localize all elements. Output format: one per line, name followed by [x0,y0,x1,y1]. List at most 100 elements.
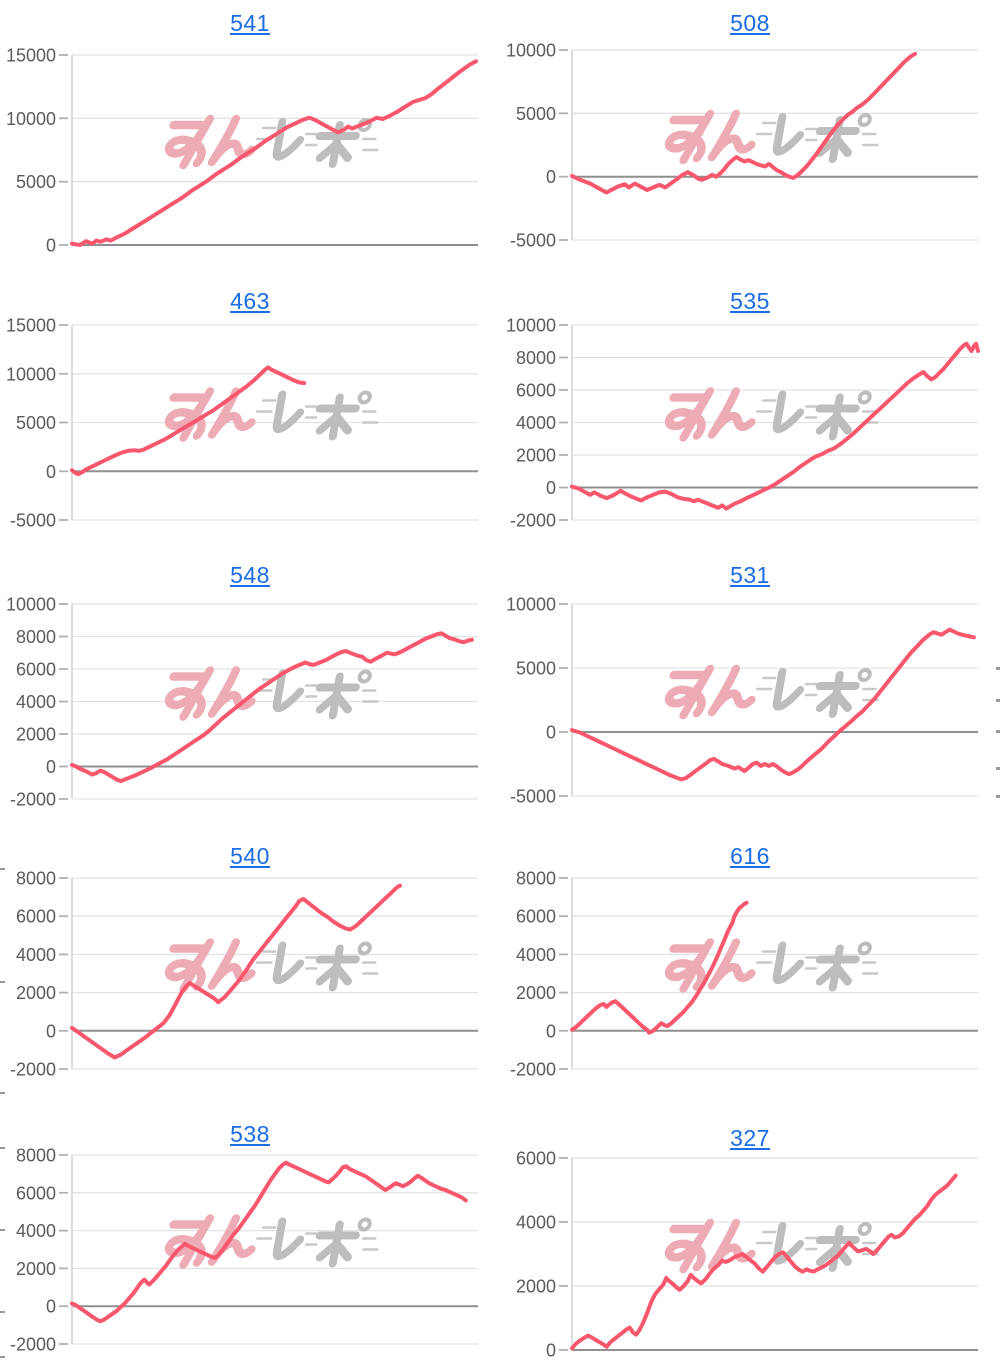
y-tick-label: 10000 [6,109,56,129]
chart-plot: 8000 6000 4000 2000 0 -2000 [510,869,978,1080]
cropped-tick-fragment [996,730,1000,733]
cropped-tick-fragment [996,667,1000,670]
y-tick-label: -2000 [10,1335,56,1355]
y-tick-label: -5000 [10,511,56,531]
y-tick-label: 0 [546,167,556,187]
cropped-tick-fragment [0,1147,5,1149]
y-tick-label: 0 [546,478,556,498]
y-tick-label: 8000 [516,348,556,368]
cropped-tick-fragment [0,1229,5,1231]
cropped-tick-fragment [0,1092,5,1094]
chart-title-link[interactable]: 531 [730,562,770,588]
cropped-tick-fragment [996,699,1000,702]
data-line [570,51,918,195]
data-line [70,365,307,477]
y-tick-label: 5000 [516,659,556,679]
y-tick-label: -2000 [10,1060,56,1080]
chart-plot: 10000 8000 6000 4000 2000 0 -2000 [506,316,980,531]
chart-cell-541: 541 15000 10000 5000 0 [0,0,500,275]
chart-plot: 10000 8000 6000 4000 2000 0 -2000 [6,595,478,810]
y-tick-label: 4000 [16,1221,56,1241]
y-tick-label: 8000 [16,627,56,647]
chart-plot: 8000 6000 4000 2000 0 -2000 [10,1146,478,1355]
data-line [70,631,474,784]
chart-title-link[interactable]: 535 [730,288,770,314]
y-tick-label: 10000 [506,595,556,615]
chart-cell-616: 616 8000 6000 4000 2000 0 -2000 [500,822,1000,1097]
chart-title-link[interactable]: 508 [730,10,770,36]
chart-cell-508: 508 10000 5000 0 -5000 [500,0,1000,275]
y-tick-label: 4000 [16,945,56,965]
chart-cell-540: 540 8000 6000 4000 2000 0 -2000 [0,822,500,1097]
chart-plot: 10000 5000 0 -5000 [506,41,978,251]
y-tick-label: 8000 [16,869,56,889]
y-tick-label: 0 [546,1021,556,1041]
y-tick-label: 2000 [516,446,556,466]
watermark [166,1219,383,1265]
y-tick-label: 8000 [516,869,556,889]
chart-cell-535: 535 10000 8000 6000 4000 2000 0 -2000 [500,274,1000,549]
y-tick-label: 5000 [16,413,56,433]
chart-cell-538: 538 8000 6000 4000 2000 0 -2000 [0,1096,500,1371]
chart-cell-548: 548 10000 8000 6000 4000 2000 0 -2000 [0,548,500,823]
chart-title-link[interactable]: 327 [730,1125,770,1151]
chart-title-link[interactable]: 541 [230,10,270,36]
data-line [570,341,980,511]
data-line [570,627,976,782]
y-tick-label: 10000 [6,595,56,615]
y-tick-label: 8000 [16,1146,56,1166]
y-tick-label: 0 [46,236,56,256]
y-tick-label: -5000 [510,787,556,807]
y-tick-label: -2000 [510,511,556,531]
y-tick-label: 6000 [516,1149,556,1169]
y-tick-label: 15000 [6,46,56,66]
chart-plot: 15000 10000 5000 0 -5000 [6,316,478,531]
watermark [166,392,383,438]
y-tick-label: 6000 [16,1183,56,1203]
data-line [570,1173,958,1351]
y-tick-label: 4000 [16,692,56,712]
chart-cell-531: 531 10000 5000 0 -5000 [500,548,1000,823]
y-tick-label: -2000 [10,790,56,810]
y-tick-label: 0 [46,1021,56,1041]
chart-plot: 6000 4000 2000 0 [516,1149,978,1361]
cropped-tick-fragment [0,981,5,983]
chart-title-link[interactable]: 540 [230,843,270,869]
y-tick-label: 0 [46,1297,56,1317]
chart-title-link[interactable]: 538 [230,1121,270,1147]
y-tick-label: 5000 [16,172,56,192]
chart-cell-327: 327 6000 4000 2000 0 [500,1096,1000,1371]
y-tick-label: 4000 [516,945,556,965]
data-line [70,59,478,247]
y-tick-label: -2000 [510,1060,556,1080]
watermark [666,114,883,160]
y-tick-label: 2000 [16,725,56,745]
chart-title-link[interactable]: 616 [730,843,770,869]
y-tick-label: 2000 [16,1259,56,1279]
cropped-tick-fragment [0,1311,5,1313]
data-line [70,883,402,1060]
y-tick-label: -5000 [510,231,556,251]
y-tick-label: 0 [546,723,556,743]
y-tick-label: 10000 [506,41,556,61]
y-tick-label: 6000 [16,907,56,927]
cropped-tick-fragment [0,868,5,870]
watermark [666,943,883,989]
y-tick-label: 0 [46,757,56,777]
chart-title-link[interactable]: 463 [230,288,270,314]
y-tick-label: 6000 [516,907,556,927]
y-tick-label: 0 [546,1341,556,1361]
watermark [666,669,883,715]
y-tick-label: 6000 [516,381,556,401]
data-line [70,1160,468,1324]
y-tick-label: 6000 [16,660,56,680]
chart-title-link[interactable]: 548 [230,562,270,588]
chart-plot: 10000 5000 0 -5000 [506,595,978,807]
chart-cell-463: 463 15000 10000 5000 0 -5000 [0,274,500,549]
y-tick-label: 4000 [516,413,556,433]
chart-plot: 8000 6000 4000 2000 0 -2000 [10,869,478,1080]
watermark [166,943,383,989]
cropped-tick-fragment [0,1356,5,1358]
y-tick-label: 2000 [16,983,56,1003]
